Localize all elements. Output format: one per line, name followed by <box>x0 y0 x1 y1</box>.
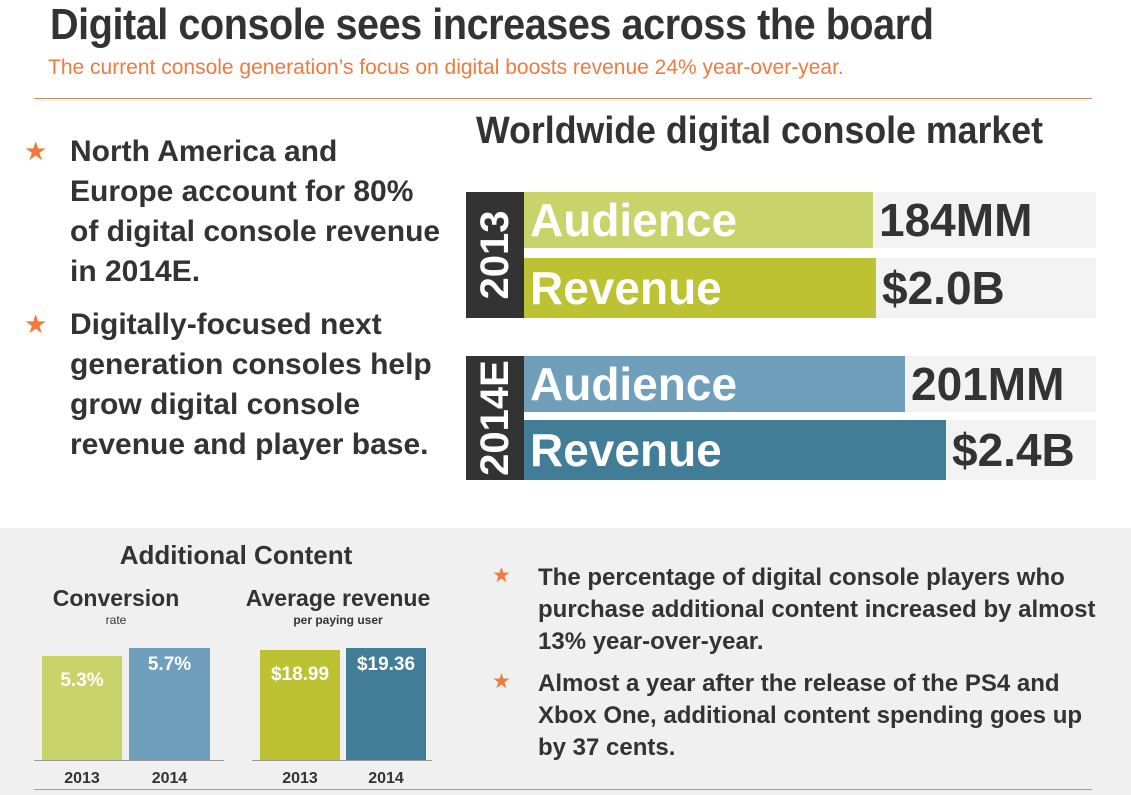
bar-value-label: $18.99 <box>270 664 330 685</box>
star-icon: ★ <box>24 309 48 339</box>
bar-arppu-2013 <box>260 650 340 760</box>
chart-subtitle: per paying user <box>293 613 383 627</box>
bar-label: Revenue <box>530 262 722 314</box>
bar-2013-audience <box>524 192 873 248</box>
chart-baseline <box>252 760 432 761</box>
bar-label: Audience <box>530 194 738 246</box>
year-label: 2014E <box>473 360 517 476</box>
market-chart: 2013 Audience Revenue 184MM $2.0B 2014E … <box>466 192 1096 482</box>
bar-arppu-2014 <box>346 648 426 760</box>
star-icon: ★ <box>24 136 48 166</box>
bar-value: 184MM <box>879 194 1033 246</box>
bar-value-label: $19.36 <box>356 654 416 675</box>
bar-value: $2.4B <box>952 424 1075 476</box>
market-chart-title: Worldwide digital console market <box>476 110 1044 152</box>
bar-label: Audience <box>530 358 738 410</box>
bullet-text: Digitally-focused next generation consol… <box>70 308 432 461</box>
chart-subtitle: rate <box>105 613 127 627</box>
bar-conversion-2013 <box>42 656 122 760</box>
x-tick-label: 2014 <box>368 770 404 787</box>
footer-divider <box>34 789 1092 790</box>
header-divider <box>34 98 1092 99</box>
bar-2014e-revenue <box>524 420 946 480</box>
bar-value-label: 5.7% <box>147 654 192 675</box>
bar-value: $2.0B <box>882 262 1005 314</box>
average-revenue-chart: $18.99 $19.36 2013 2014 <box>252 640 442 790</box>
page-subtitle: The current console generation’s focus o… <box>48 56 844 79</box>
chart-baseline <box>34 760 224 761</box>
star-icon: ★ <box>492 564 511 587</box>
bullet-text: Almost a year after the release of the P… <box>538 670 1083 761</box>
bar-2014e-audience <box>524 356 905 412</box>
chart-title: Conversion <box>52 585 180 611</box>
bar-2013-revenue <box>524 258 876 318</box>
year-bar-2014e: 2014E <box>466 356 524 480</box>
bar-label: Revenue <box>530 424 722 476</box>
bullet-text: The percentage of digital console player… <box>538 564 1096 655</box>
bar-value-label: 5.3% <box>60 670 104 691</box>
conversion-chart: 5.3% 5.7% 2013 2014 <box>34 640 224 790</box>
year-bar-2013: 2013 <box>466 192 524 318</box>
chart-title: Average revenue <box>245 585 431 611</box>
bar-conversion-2014 <box>129 648 210 760</box>
bullet-text: North America and Europe account for 80%… <box>70 135 441 288</box>
bar-value: 201MM <box>911 358 1065 410</box>
page-title: Digital console sees increases across th… <box>50 0 934 49</box>
x-tick-label: 2013 <box>282 770 318 787</box>
star-icon: ★ <box>492 670 511 693</box>
year-label: 2013 <box>473 210 517 300</box>
x-tick-label: 2014 <box>151 770 188 787</box>
x-tick-label: 2013 <box>64 770 100 787</box>
section-title: Additional Content <box>119 540 353 570</box>
